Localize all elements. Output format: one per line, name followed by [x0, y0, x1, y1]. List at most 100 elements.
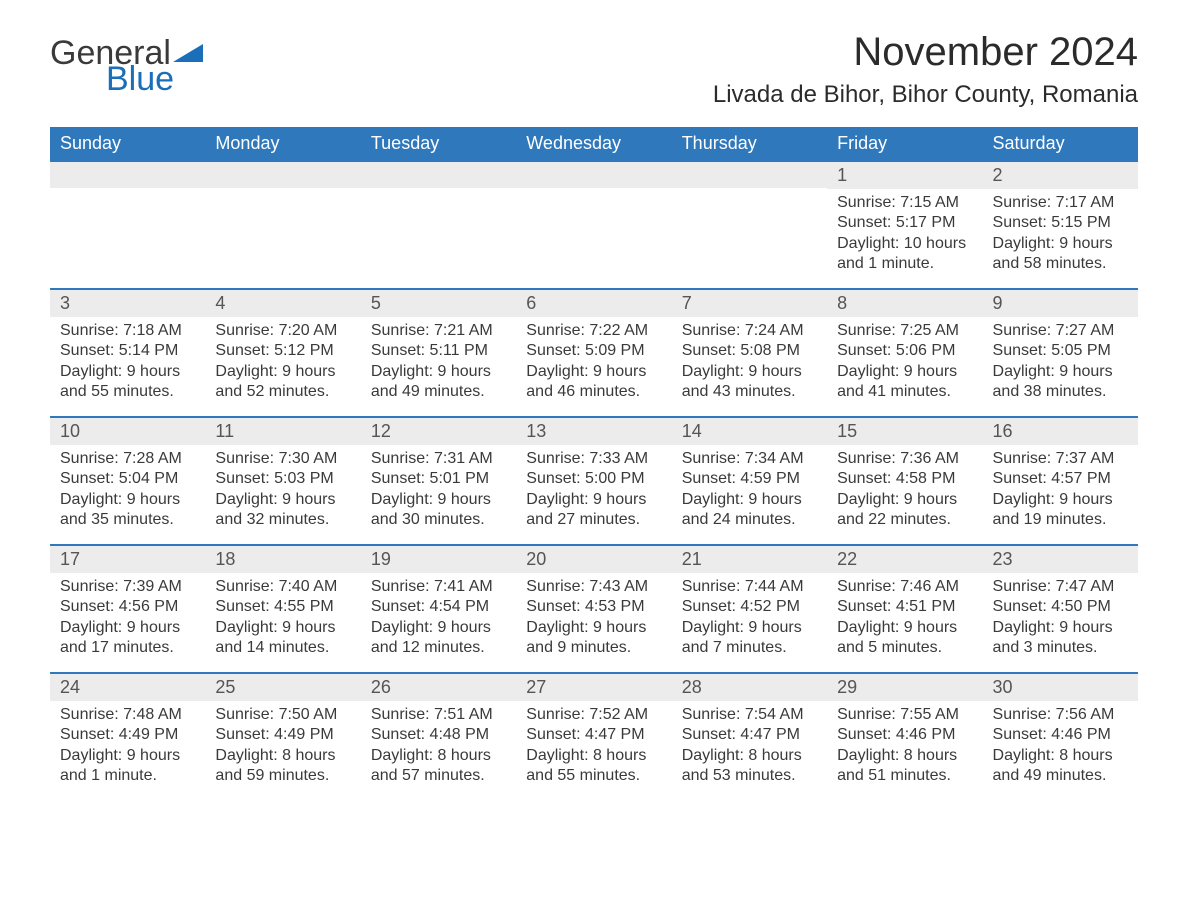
day-line-sunrise: Sunrise: 7:28 AM: [60, 449, 195, 469]
day-line-sunset: Sunset: 4:47 PM: [526, 725, 661, 745]
weekday-header-row: SundayMondayTuesdayWednesdayThursdayFrid…: [50, 127, 1138, 160]
day-line-sunrise: Sunrise: 7:51 AM: [371, 705, 506, 725]
day-details: Sunrise: 7:18 AMSunset: 5:14 PMDaylight:…: [50, 317, 205, 403]
day-line-sunset: Sunset: 5:11 PM: [371, 341, 506, 361]
day-line-sunrise: Sunrise: 7:27 AM: [993, 321, 1128, 341]
week-row: 1Sunrise: 7:15 AMSunset: 5:17 PMDaylight…: [50, 160, 1138, 288]
day-number: 2: [983, 162, 1138, 189]
day-number: 9: [983, 290, 1138, 317]
day-line-sunrise: Sunrise: 7:25 AM: [837, 321, 972, 341]
day-cell: 26Sunrise: 7:51 AMSunset: 4:48 PMDayligh…: [361, 674, 516, 800]
day-line-daylight2: and 41 minutes.: [837, 382, 972, 402]
day-line-daylight1: Daylight: 9 hours: [682, 618, 817, 638]
day-number: 21: [672, 546, 827, 573]
day-line-daylight1: Daylight: 9 hours: [371, 490, 506, 510]
day-number: 25: [205, 674, 360, 701]
day-line-sunrise: Sunrise: 7:43 AM: [526, 577, 661, 597]
day-line-daylight2: and 53 minutes.: [682, 766, 817, 786]
empty-day-bar: [361, 162, 516, 188]
day-line-sunset: Sunset: 5:09 PM: [526, 341, 661, 361]
day-line-daylight1: Daylight: 8 hours: [682, 746, 817, 766]
day-line-daylight1: Daylight: 9 hours: [215, 618, 350, 638]
day-line-sunset: Sunset: 5:15 PM: [993, 213, 1128, 233]
day-details: Sunrise: 7:55 AMSunset: 4:46 PMDaylight:…: [827, 701, 982, 787]
day-details: Sunrise: 7:51 AMSunset: 4:48 PMDaylight:…: [361, 701, 516, 787]
day-cell: 1Sunrise: 7:15 AMSunset: 5:17 PMDaylight…: [827, 162, 982, 288]
day-details: Sunrise: 7:20 AMSunset: 5:12 PMDaylight:…: [205, 317, 360, 403]
header-area: General Blue November 2024 Livada de Bih…: [50, 30, 1138, 115]
day-cell: 15Sunrise: 7:36 AMSunset: 4:58 PMDayligh…: [827, 418, 982, 544]
day-number: 23: [983, 546, 1138, 573]
day-cell: 17Sunrise: 7:39 AMSunset: 4:56 PMDayligh…: [50, 546, 205, 672]
day-line-sunset: Sunset: 5:01 PM: [371, 469, 506, 489]
weekday-header-cell: Thursday: [672, 127, 827, 160]
day-line-sunrise: Sunrise: 7:37 AM: [993, 449, 1128, 469]
day-line-sunset: Sunset: 5:04 PM: [60, 469, 195, 489]
day-cell: 5Sunrise: 7:21 AMSunset: 5:11 PMDaylight…: [361, 290, 516, 416]
day-line-sunrise: Sunrise: 7:24 AM: [682, 321, 817, 341]
day-line-daylight2: and 12 minutes.: [371, 638, 506, 658]
day-line-sunset: Sunset: 5:00 PM: [526, 469, 661, 489]
day-number: 11: [205, 418, 360, 445]
day-line-sunset: Sunset: 5:17 PM: [837, 213, 972, 233]
day-cell: 29Sunrise: 7:55 AMSunset: 4:46 PMDayligh…: [827, 674, 982, 800]
day-details: Sunrise: 7:41 AMSunset: 4:54 PMDaylight:…: [361, 573, 516, 659]
day-line-daylight2: and 1 minute.: [60, 766, 195, 786]
weekday-header-cell: Saturday: [983, 127, 1138, 160]
day-cell: 7Sunrise: 7:24 AMSunset: 5:08 PMDaylight…: [672, 290, 827, 416]
day-cell: 28Sunrise: 7:54 AMSunset: 4:47 PMDayligh…: [672, 674, 827, 800]
day-line-daylight1: Daylight: 9 hours: [371, 618, 506, 638]
location-subtitle: Livada de Bihor, Bihor County, Romania: [713, 81, 1138, 109]
day-details: Sunrise: 7:36 AMSunset: 4:58 PMDaylight:…: [827, 445, 982, 531]
day-line-sunset: Sunset: 4:46 PM: [837, 725, 972, 745]
day-details: Sunrise: 7:54 AMSunset: 4:47 PMDaylight:…: [672, 701, 827, 787]
day-line-daylight1: Daylight: 8 hours: [837, 746, 972, 766]
day-line-sunrise: Sunrise: 7:34 AM: [682, 449, 817, 469]
empty-day-bar: [672, 162, 827, 188]
day-line-sunset: Sunset: 4:52 PM: [682, 597, 817, 617]
day-line-daylight1: Daylight: 9 hours: [837, 618, 972, 638]
empty-day-bar: [50, 162, 205, 188]
calendar-grid: SundayMondayTuesdayWednesdayThursdayFrid…: [50, 127, 1138, 800]
day-line-sunset: Sunset: 4:56 PM: [60, 597, 195, 617]
day-cell: 11Sunrise: 7:30 AMSunset: 5:03 PMDayligh…: [205, 418, 360, 544]
day-details: Sunrise: 7:25 AMSunset: 5:06 PMDaylight:…: [827, 317, 982, 403]
day-cell: 16Sunrise: 7:37 AMSunset: 4:57 PMDayligh…: [983, 418, 1138, 544]
day-number: 26: [361, 674, 516, 701]
day-line-daylight1: Daylight: 9 hours: [526, 362, 661, 382]
day-line-sunset: Sunset: 5:08 PM: [682, 341, 817, 361]
day-line-daylight1: Daylight: 9 hours: [60, 618, 195, 638]
day-line-sunrise: Sunrise: 7:17 AM: [993, 193, 1128, 213]
day-line-daylight2: and 5 minutes.: [837, 638, 972, 658]
day-line-sunset: Sunset: 4:47 PM: [682, 725, 817, 745]
day-cell: 20Sunrise: 7:43 AMSunset: 4:53 PMDayligh…: [516, 546, 671, 672]
day-details: Sunrise: 7:17 AMSunset: 5:15 PMDaylight:…: [983, 189, 1138, 275]
day-number: 14: [672, 418, 827, 445]
day-line-daylight2: and 49 minutes.: [371, 382, 506, 402]
day-line-daylight1: Daylight: 9 hours: [526, 490, 661, 510]
day-line-sunset: Sunset: 4:50 PM: [993, 597, 1128, 617]
day-line-daylight2: and 17 minutes.: [60, 638, 195, 658]
day-line-daylight1: Daylight: 9 hours: [682, 362, 817, 382]
day-line-daylight2: and 19 minutes.: [993, 510, 1128, 530]
day-details: Sunrise: 7:31 AMSunset: 5:01 PMDaylight:…: [361, 445, 516, 531]
day-cell: 23Sunrise: 7:47 AMSunset: 4:50 PMDayligh…: [983, 546, 1138, 672]
day-line-daylight2: and 9 minutes.: [526, 638, 661, 658]
day-line-sunrise: Sunrise: 7:33 AM: [526, 449, 661, 469]
day-number: 19: [361, 546, 516, 573]
day-line-daylight1: Daylight: 9 hours: [993, 234, 1128, 254]
day-details: Sunrise: 7:22 AMSunset: 5:09 PMDaylight:…: [516, 317, 671, 403]
day-number: 20: [516, 546, 671, 573]
day-line-daylight2: and 1 minute.: [837, 254, 972, 274]
day-number: 28: [672, 674, 827, 701]
day-line-daylight1: Daylight: 9 hours: [215, 490, 350, 510]
day-details: Sunrise: 7:46 AMSunset: 4:51 PMDaylight:…: [827, 573, 982, 659]
week-row: 17Sunrise: 7:39 AMSunset: 4:56 PMDayligh…: [50, 544, 1138, 672]
day-line-daylight1: Daylight: 8 hours: [526, 746, 661, 766]
day-line-sunrise: Sunrise: 7:39 AM: [60, 577, 195, 597]
day-line-daylight1: Daylight: 9 hours: [371, 362, 506, 382]
week-row: 24Sunrise: 7:48 AMSunset: 4:49 PMDayligh…: [50, 672, 1138, 800]
day-line-daylight2: and 24 minutes.: [682, 510, 817, 530]
day-line-daylight1: Daylight: 9 hours: [993, 362, 1128, 382]
day-details: Sunrise: 7:27 AMSunset: 5:05 PMDaylight:…: [983, 317, 1138, 403]
